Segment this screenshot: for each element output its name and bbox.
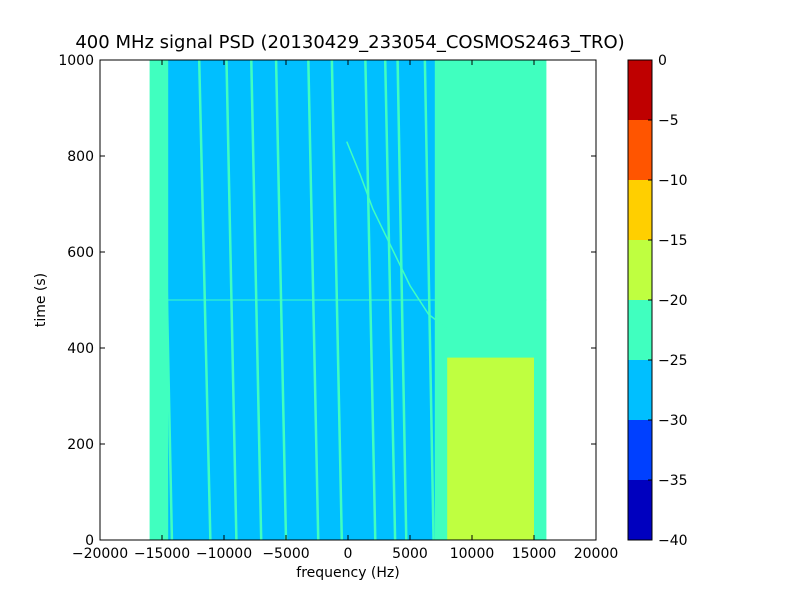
colorbar-segment: [628, 180, 652, 240]
x-tick-label: −15000: [134, 546, 190, 562]
colorbar-tick-label: −10: [658, 173, 688, 189]
colorbar-segment: [628, 120, 652, 180]
y-tick-label: 200: [67, 437, 94, 453]
colorbar-axis: 0 −5 −10 −15 −20 −25 −30 −35 −40: [648, 53, 688, 549]
x-axis: −20000 −15000 −10000 −5000 0 5000 10000 15000 20…: [72, 60, 618, 562]
colorbar-tick-label: −40: [658, 533, 688, 549]
doppler-curve: [346, 141, 448, 330]
chart-title: 400 MHz signal PSD (20130429_233054_COSM…: [75, 32, 624, 53]
colorbar-tick-label: −5: [658, 113, 679, 129]
colorbar-tick-label: −30: [658, 413, 688, 429]
y-axis-label: time (s): [33, 273, 49, 327]
x-tick-label: 10000: [450, 546, 495, 562]
y-tick-label: 1000: [58, 53, 94, 69]
x-axis-label: frequency (Hz): [296, 565, 399, 581]
colorbar-tick-label: 0: [658, 53, 667, 69]
x-tick-label: 20000: [574, 546, 619, 562]
colorbar-segment: [628, 240, 652, 300]
y-tick-label: 0: [85, 533, 94, 549]
colorbar-tick-label: −15: [658, 233, 688, 249]
x-tick-label: 15000: [512, 546, 557, 562]
heatmap-region: [447, 357, 534, 540]
y-tick-label: 800: [67, 149, 94, 165]
y-axis: 0 200 400 600 800 1000: [58, 53, 596, 549]
x-tick-label: −10000: [196, 546, 252, 562]
colorbar-segment: [628, 420, 652, 480]
x-tick-label: −20000: [72, 546, 128, 562]
colorbar-segment: [628, 300, 652, 360]
colorbar: [628, 60, 652, 540]
colorbar-tick-label: −25: [658, 353, 688, 369]
colorbar-tick-label: −20: [658, 293, 688, 309]
x-tick-label: 5000: [392, 546, 428, 562]
heatmap-marks: [149, 60, 547, 540]
x-tick-label: −5000: [262, 546, 309, 562]
x-tick-label: 0: [344, 546, 353, 562]
colorbar-segment: [628, 60, 652, 120]
colorbar-segment: [628, 360, 652, 420]
colorbar-tick-label: −35: [658, 473, 688, 489]
y-tick-label: 600: [67, 245, 94, 261]
colorbar-segment: [628, 480, 652, 540]
y-tick-label: 400: [67, 341, 94, 357]
